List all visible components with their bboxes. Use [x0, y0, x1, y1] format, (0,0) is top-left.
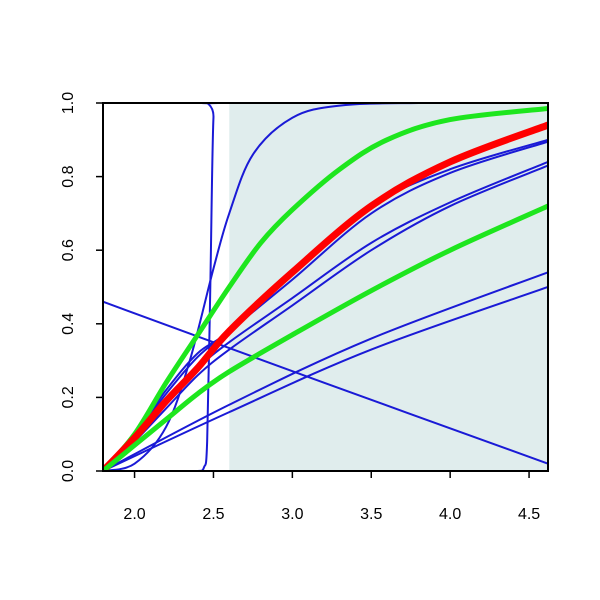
series-line-green-9 [103, 106, 548, 471]
y-tick-label: 0.2 [60, 386, 77, 408]
x-tick-label: 2.0 [123, 506, 145, 523]
x-tick-label: 3.5 [360, 506, 382, 523]
x-axis: 2.0 2.5 3.0 3.5 4.0 4.5 [123, 471, 540, 523]
y-tick-label: 0.6 [60, 239, 77, 261]
axes: 2.0 2.5 3.0 3.5 4.0 4.5 0.0 0.2 0.4 0.6 … [60, 92, 549, 523]
plot-area [103, 103, 548, 471]
series-line-blue-0 [103, 103, 548, 471]
series-line-red-10 [103, 121, 548, 471]
y-tick-label: 1.0 [60, 92, 77, 114]
x-tick-label: 3.0 [281, 506, 303, 523]
y-tick-label: 0.8 [60, 165, 77, 187]
series-line-blue-6 [103, 271, 548, 471]
plot-frame [102, 102, 549, 472]
series-line-blue-5 [103, 164, 548, 471]
y-tick-label: 0.4 [60, 313, 77, 335]
x-tick-label: 4.0 [439, 506, 461, 523]
series-line-blue-8 [103, 300, 548, 465]
x-tick-label: 2.5 [202, 506, 224, 523]
series-line-green-11 [103, 203, 548, 471]
y-tick-label: 0.0 [60, 460, 77, 482]
x-tick-label: 4.5 [518, 506, 540, 523]
y-axis: 0.0 0.2 0.4 0.6 0.8 1.0 [60, 92, 103, 482]
